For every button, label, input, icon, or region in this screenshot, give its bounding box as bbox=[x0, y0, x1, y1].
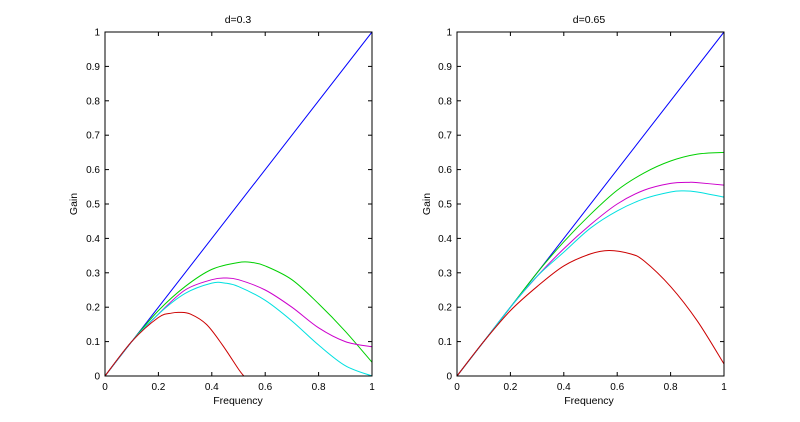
left-x-tick-label: 1 bbox=[369, 382, 375, 393]
right-y-tick-label: 0.5 bbox=[438, 200, 452, 211]
left-y-tick-label: 0.5 bbox=[86, 200, 100, 211]
right-series-5-line bbox=[457, 249, 724, 376]
right-y-tick-label: 0 bbox=[446, 372, 452, 383]
right-y-tick-label: 0.6 bbox=[438, 165, 452, 176]
left-x-tick-label: 0.6 bbox=[258, 382, 272, 393]
left-y-tick-label: 0.1 bbox=[86, 337, 100, 348]
left-y-tick-label: 0.8 bbox=[86, 96, 100, 107]
right-x-tick-label: 0.2 bbox=[503, 382, 517, 393]
right-y-tick-label: 0.4 bbox=[438, 234, 452, 245]
right-x-axis-label: Frequency bbox=[564, 395, 614, 407]
left-series-1-line bbox=[105, 32, 372, 376]
left-series-4-line bbox=[105, 281, 372, 376]
left-y-tick-label: 0 bbox=[94, 372, 100, 383]
right-x-tick-label: 0 bbox=[454, 382, 460, 393]
right-y-tick-label: 0.3 bbox=[438, 268, 452, 279]
right-x-tick-label: 0.6 bbox=[610, 382, 624, 393]
subplot-right: d=0.65 0 0.2 0.4 0.6 0.8 1 0 0.1 0.2 0.3 0.4 0.5 0.6… bbox=[421, 14, 727, 407]
right-y-tick-label: 0.8 bbox=[438, 96, 452, 107]
left-y-tick-label: 0.3 bbox=[86, 268, 100, 279]
right-y-tick-label: 1 bbox=[446, 28, 452, 39]
left-y-tick-label: 0.9 bbox=[86, 62, 100, 73]
left-plot-area: 0 0.2 0.4 0.6 0.8 1 0 0.1 0.2 0.3 0.4 0.5 0.6 0.7 0.8 0… bbox=[86, 28, 375, 394]
left-y-tick-label: 1 bbox=[94, 28, 100, 39]
left-x-tick-label: 0 bbox=[102, 382, 108, 393]
subplot-left: d=0.3 0 0.2 0.4 0.6 0.8 100.10.20.30.40.50.60… bbox=[68, 14, 375, 407]
left-y-tick-label: 0.6 bbox=[86, 165, 100, 176]
left-series-5-line bbox=[105, 311, 245, 376]
left-x-tick-label: 0.4 bbox=[205, 382, 219, 393]
right-y-tick-label: 0.9 bbox=[438, 62, 452, 73]
right-y-tick-label: 0.2 bbox=[438, 303, 452, 314]
left-y-tick-label: 0.4 bbox=[86, 234, 100, 245]
left-x-tick-label: 0.8 bbox=[312, 382, 326, 393]
left-series-2-line bbox=[105, 261, 372, 376]
left-title: d=0.3 bbox=[225, 14, 252, 26]
right-y-tick-label: 0.7 bbox=[438, 131, 452, 142]
right-title: d=0.65 bbox=[573, 14, 606, 26]
right-plot-area: 0 0.2 0.4 0.6 0.8 1 0 0.1 0.2 0.3 0.4 0.5 0.6 0.7 0.8 0… bbox=[438, 28, 727, 394]
right-x-tick-label: 0.8 bbox=[664, 382, 678, 393]
right-y-tick-label: 0.1 bbox=[438, 337, 452, 348]
right-x-tick-label: 0.4 bbox=[557, 382, 571, 393]
left-y-axis-label: Gain bbox=[68, 193, 80, 215]
left-y-tick-label: 0.2 bbox=[86, 303, 100, 314]
right-y-axis-label: Gain bbox=[421, 193, 433, 215]
right-x-tick-label: 1 bbox=[721, 382, 727, 393]
right-series-4-line bbox=[457, 190, 724, 376]
left-y-tick-label: 0.7 bbox=[86, 131, 100, 142]
left-x-axis-label: Frequency bbox=[213, 395, 263, 407]
left-x-tick-label: 0.2 bbox=[151, 382, 165, 393]
